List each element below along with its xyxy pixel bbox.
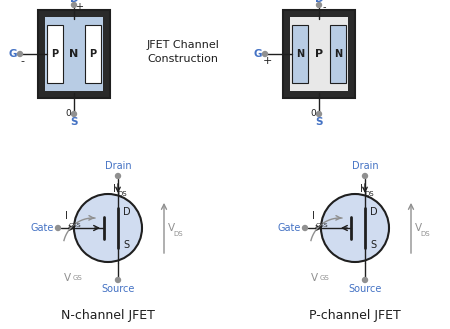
- Text: G: G: [254, 49, 262, 59]
- Text: D: D: [123, 207, 130, 217]
- FancyBboxPatch shape: [283, 10, 355, 98]
- Text: Gate: Gate: [31, 223, 54, 233]
- Text: D: D: [70, 0, 78, 4]
- Text: DS: DS: [364, 191, 373, 197]
- Text: Drain: Drain: [105, 161, 131, 171]
- Circle shape: [316, 111, 322, 117]
- FancyBboxPatch shape: [38, 10, 110, 98]
- Text: GSS: GSS: [316, 223, 328, 228]
- Text: S: S: [123, 240, 129, 250]
- Text: V: V: [311, 273, 318, 283]
- Text: I: I: [360, 184, 363, 194]
- Text: +: +: [262, 56, 272, 66]
- Circle shape: [115, 173, 121, 179]
- Text: I: I: [312, 211, 315, 221]
- Circle shape: [115, 277, 121, 283]
- FancyBboxPatch shape: [47, 25, 63, 83]
- Text: S: S: [315, 117, 323, 127]
- Text: D: D: [370, 207, 378, 217]
- Text: N: N: [69, 49, 79, 59]
- Circle shape: [71, 111, 77, 117]
- Text: P: P: [51, 49, 59, 59]
- Text: S: S: [370, 240, 376, 250]
- Circle shape: [17, 51, 23, 57]
- FancyBboxPatch shape: [292, 25, 308, 83]
- Text: D: D: [315, 0, 323, 4]
- Text: N: N: [296, 49, 304, 59]
- Circle shape: [71, 2, 77, 8]
- Text: 0: 0: [65, 110, 71, 118]
- Text: S: S: [70, 117, 78, 127]
- Circle shape: [262, 51, 268, 57]
- Text: -: -: [20, 56, 24, 66]
- Text: JFET Channel
Construction: JFET Channel Construction: [147, 39, 220, 64]
- Text: P-channel JFET: P-channel JFET: [309, 310, 401, 322]
- FancyBboxPatch shape: [85, 25, 101, 83]
- Text: DS: DS: [173, 231, 183, 237]
- Text: 0: 0: [310, 110, 316, 118]
- Text: V: V: [168, 223, 175, 233]
- FancyBboxPatch shape: [290, 17, 348, 91]
- Text: Source: Source: [348, 284, 382, 294]
- Text: N-channel JFET: N-channel JFET: [61, 310, 155, 322]
- Text: +: +: [75, 2, 83, 12]
- Text: I: I: [113, 184, 116, 194]
- Text: Drain: Drain: [352, 161, 378, 171]
- Text: V: V: [64, 273, 71, 283]
- Text: -: -: [322, 2, 326, 12]
- Text: DS: DS: [117, 191, 126, 197]
- Circle shape: [74, 194, 142, 262]
- Circle shape: [362, 173, 368, 179]
- Text: G: G: [9, 49, 17, 59]
- Text: P: P: [315, 49, 323, 59]
- Text: P: P: [90, 49, 97, 59]
- Text: Gate: Gate: [278, 223, 301, 233]
- Circle shape: [302, 225, 308, 231]
- Circle shape: [321, 194, 389, 262]
- Circle shape: [55, 225, 61, 231]
- Text: GS: GS: [73, 275, 83, 281]
- Circle shape: [362, 277, 368, 283]
- Text: Source: Source: [101, 284, 135, 294]
- Circle shape: [316, 2, 322, 8]
- Text: GS: GS: [320, 275, 330, 281]
- FancyBboxPatch shape: [330, 25, 346, 83]
- Text: DS: DS: [420, 231, 430, 237]
- Text: V: V: [415, 223, 422, 233]
- FancyBboxPatch shape: [45, 17, 103, 91]
- Text: N: N: [334, 49, 342, 59]
- Text: GSS: GSS: [69, 223, 81, 228]
- Text: I: I: [65, 211, 68, 221]
